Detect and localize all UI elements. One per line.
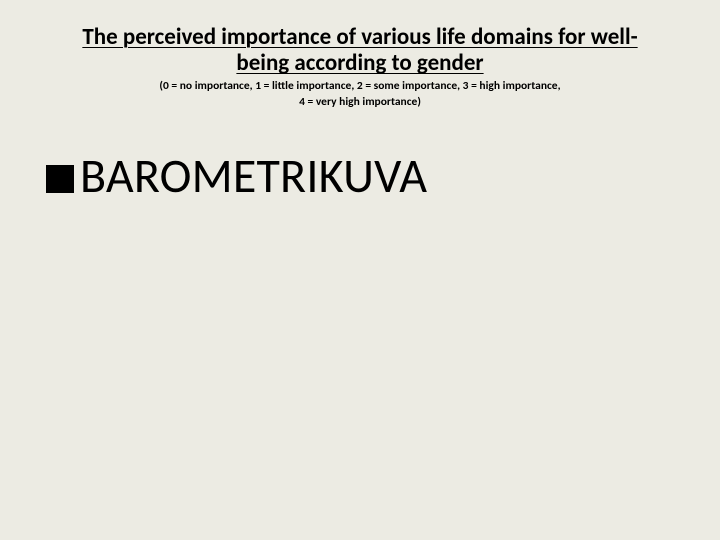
- bullet-item: BAROMETRIKUVA: [46, 152, 427, 200]
- subtitle-line-1: (0 = no importance, 1 = little importanc…: [48, 79, 672, 93]
- subtitle-line-2: 4 = very high importance): [48, 95, 672, 109]
- title-line-1: The perceived importance of various life…: [48, 24, 672, 50]
- bullet-text: BAROMETRIKUVA: [80, 152, 427, 200]
- title-line-2: being according to gender: [48, 50, 672, 76]
- bullet-square-icon: [46, 165, 74, 193]
- title-block: The perceived importance of various life…: [48, 24, 672, 110]
